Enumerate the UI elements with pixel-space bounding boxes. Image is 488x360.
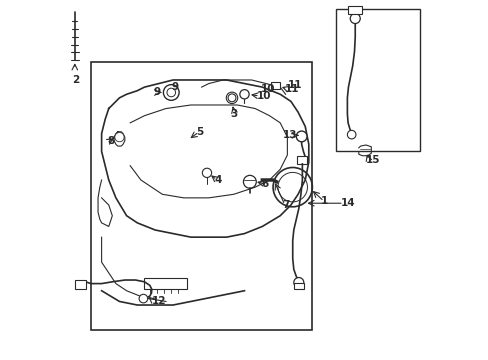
Text: 14: 14 bbox=[340, 198, 355, 208]
Bar bbox=[75, 280, 86, 289]
Text: 11: 11 bbox=[287, 80, 302, 90]
Bar bbox=[347, 6, 361, 14]
Circle shape bbox=[296, 131, 306, 142]
Circle shape bbox=[202, 168, 211, 177]
Text: 4: 4 bbox=[214, 175, 221, 185]
Text: 3: 3 bbox=[230, 109, 237, 119]
Circle shape bbox=[163, 85, 179, 100]
Text: 15: 15 bbox=[365, 156, 380, 165]
Circle shape bbox=[349, 14, 360, 23]
Text: 10: 10 bbox=[260, 84, 275, 94]
Text: 9: 9 bbox=[153, 87, 160, 98]
Text: 8: 8 bbox=[107, 136, 114, 146]
Bar bbox=[91, 62, 312, 330]
Text: 7: 7 bbox=[282, 200, 289, 210]
Text: 2: 2 bbox=[72, 75, 80, 85]
Text: 1: 1 bbox=[321, 197, 328, 206]
Circle shape bbox=[226, 92, 237, 104]
Circle shape bbox=[240, 90, 248, 99]
Circle shape bbox=[293, 278, 303, 288]
Bar bbox=[297, 156, 307, 164]
Text: 12: 12 bbox=[151, 296, 166, 306]
Circle shape bbox=[139, 294, 147, 303]
Circle shape bbox=[115, 132, 124, 142]
Text: 9: 9 bbox=[171, 82, 178, 92]
Bar bbox=[144, 278, 187, 289]
Text: 10: 10 bbox=[257, 91, 271, 101]
Circle shape bbox=[346, 130, 355, 139]
Text: 11: 11 bbox=[284, 84, 298, 94]
Text: 13: 13 bbox=[282, 130, 297, 140]
Text: 5: 5 bbox=[196, 127, 203, 137]
Text: 6: 6 bbox=[261, 179, 268, 189]
Bar bbox=[335, 9, 419, 152]
Circle shape bbox=[227, 94, 235, 102]
Bar bbox=[271, 82, 280, 89]
Circle shape bbox=[166, 88, 175, 97]
Bar bbox=[293, 283, 303, 289]
